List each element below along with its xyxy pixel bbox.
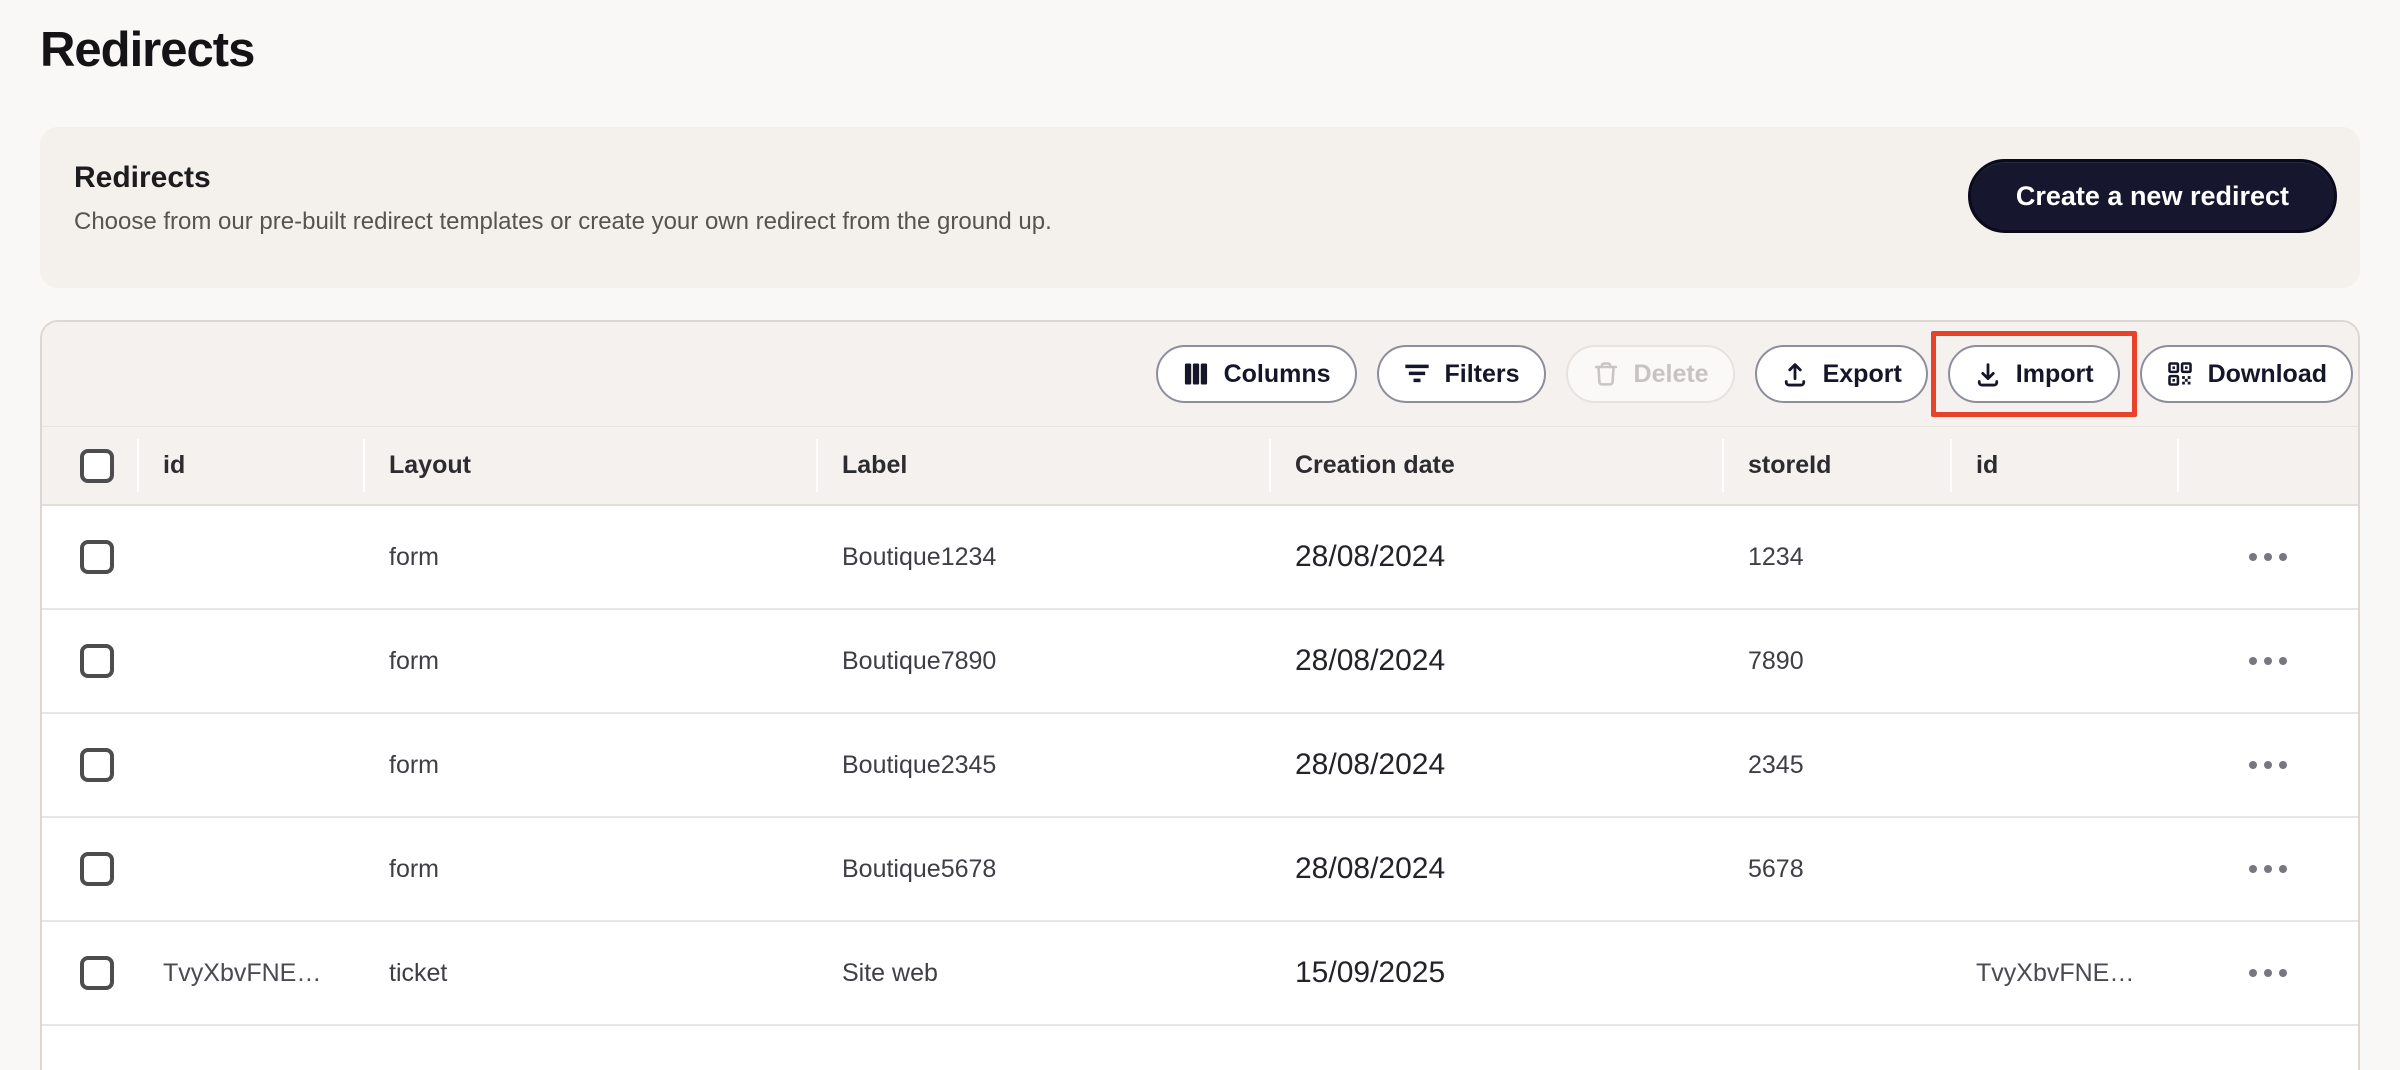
row-actions-button[interactable] — [2239, 855, 2297, 883]
table-header-row: id Layout Label Creation date storeId id — [42, 427, 2358, 506]
column-header-id[interactable]: id — [137, 427, 363, 504]
columns-button[interactable]: Columns — [1155, 345, 1357, 403]
filters-button[interactable]: Filters — [1376, 345, 1546, 403]
cell-label: Boutique5678 — [842, 854, 997, 883]
download-button[interactable]: Download — [2139, 345, 2353, 403]
cell-label: Boutique1234 — [842, 542, 997, 571]
column-header-label[interactable]: Label — [816, 427, 1269, 504]
column-header-storeid[interactable]: storeId — [1722, 427, 1950, 504]
cell-creation-date: 28/08/2024 — [1295, 644, 1446, 677]
column-header-layout[interactable]: Layout — [363, 427, 816, 504]
cell-storeid — [1722, 922, 1950, 1024]
trash-icon — [1592, 360, 1620, 388]
cell-id — [137, 714, 363, 816]
cell-storeid: 2345 — [1748, 750, 1804, 779]
row-checkbox[interactable] — [80, 540, 114, 574]
cell-id — [137, 610, 363, 712]
create-redirect-button[interactable]: Create a new redirect — [1967, 159, 2337, 233]
row-actions-button[interactable] — [2239, 751, 2297, 779]
cell-layout: form — [389, 646, 439, 675]
column-header-actions — [2177, 427, 2358, 504]
cell-layout: form — [389, 542, 439, 571]
column-header-id-2[interactable]: id — [1950, 427, 2177, 504]
cell-layout: ticket — [389, 958, 448, 987]
redirects-table-card: Columns Filters — [40, 320, 2360, 1070]
table-row: form Boutique5678 28/08/2024 5678 — [42, 818, 2358, 922]
cell-creation-date: 28/08/2024 — [1295, 540, 1446, 573]
cell-storeid: 5678 — [1748, 854, 1804, 883]
download-button-label: Download — [2207, 359, 2327, 388]
cell-id-2 — [1950, 714, 2177, 816]
cell-label: Site web — [842, 958, 938, 987]
column-header-creation-date[interactable]: Creation date — [1269, 427, 1722, 504]
table-row: TvyXbvFNE… ticket Site web 15/09/2025 Tv… — [42, 922, 2358, 1026]
import-button[interactable]: Import — [1947, 345, 2120, 403]
qr-code-icon — [2166, 360, 2194, 388]
cell-storeid: 7890 — [1748, 646, 1804, 675]
cell-id-2: TvyXbvFNE… — [1976, 958, 2135, 987]
import-button-label: Import — [2015, 359, 2094, 388]
delete-button[interactable]: Delete — [1565, 345, 1735, 403]
filters-button-label: Filters — [1444, 359, 1520, 388]
cell-creation-date: 28/08/2024 — [1295, 748, 1446, 781]
table-row: form Boutique2345 28/08/2024 2345 — [42, 714, 2358, 818]
select-all-checkbox[interactable] — [80, 448, 114, 483]
cell-id-2 — [1950, 506, 2177, 608]
cell-id — [137, 506, 363, 608]
delete-button-label: Delete — [1633, 359, 1709, 388]
cell-creation-date: 15/09/2025 — [1295, 956, 1446, 989]
row-actions-button[interactable] — [2239, 959, 2297, 987]
page-title: Redirects — [40, 23, 255, 77]
cell-label: Boutique7890 — [842, 646, 997, 675]
cell-creation-date: 28/08/2024 — [1295, 852, 1446, 885]
download-icon — [1974, 360, 2002, 388]
cell-id-2 — [1950, 610, 2177, 712]
cell-id — [137, 818, 363, 920]
banner-description: Choose from our pre-built redirect templ… — [74, 208, 1052, 235]
cell-layout: form — [389, 854, 439, 883]
row-actions-button[interactable] — [2239, 647, 2297, 675]
upload-icon — [1781, 360, 1809, 388]
import-highlight-box: Import — [1930, 331, 2137, 417]
cell-id: TvyXbvFNE… — [163, 958, 322, 987]
redirects-banner: Redirects Choose from our pre-built redi… — [40, 127, 2360, 288]
table-row: form Boutique1234 28/08/2024 1234 — [42, 506, 2358, 610]
columns-button-label: Columns — [1223, 359, 1331, 388]
row-checkbox[interactable] — [80, 644, 114, 678]
table-row: form Boutique7890 28/08/2024 7890 — [42, 610, 2358, 714]
banner-title: Redirects — [74, 161, 211, 194]
cell-storeid: 1234 — [1748, 542, 1804, 571]
row-checkbox[interactable] — [80, 956, 114, 990]
cell-label: Boutique2345 — [842, 750, 997, 779]
row-actions-button[interactable] — [2239, 543, 2297, 571]
table-toolbar: Columns Filters — [42, 322, 2358, 427]
table-body: form Boutique1234 28/08/2024 1234 form B… — [42, 506, 2358, 1026]
row-checkbox[interactable] — [80, 852, 114, 886]
cell-id-2 — [1950, 818, 2177, 920]
export-button[interactable]: Export — [1754, 345, 1928, 403]
export-button-label: Export — [1822, 359, 1902, 388]
select-all-cell — [42, 427, 137, 504]
cell-layout: form — [389, 750, 439, 779]
row-checkbox[interactable] — [80, 748, 114, 782]
filter-icon — [1403, 360, 1431, 388]
columns-icon — [1182, 360, 1210, 388]
